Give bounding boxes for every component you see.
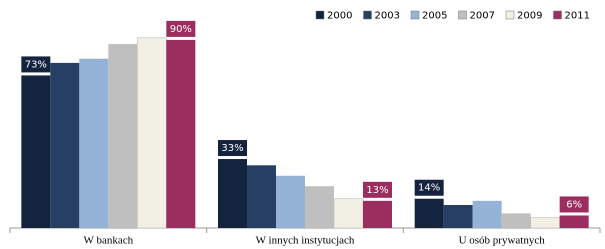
- bar: [443, 205, 473, 228]
- value-label-bg: [21, 56, 51, 73]
- value-label-bg: [363, 181, 392, 198]
- bar: [501, 213, 531, 228]
- legend-label: 2005: [422, 11, 447, 22]
- bar: [472, 200, 502, 228]
- bar: [79, 58, 109, 229]
- legend-swatch: [410, 10, 420, 20]
- legend-swatch: [505, 10, 515, 20]
- x-tick-label: W innych instytucjach: [256, 235, 355, 247]
- value-label: 14%: [418, 183, 440, 194]
- value-label-bg: [166, 20, 196, 37]
- legend-swatch: [315, 10, 325, 20]
- legend-swatch: [363, 10, 372, 20]
- bar: [530, 217, 560, 229]
- value-label: 6%: [566, 199, 582, 210]
- bar: [50, 62, 80, 228]
- bar: [166, 39, 196, 229]
- bar: [247, 165, 276, 228]
- x-tick-label: W bankach: [84, 235, 134, 247]
- bar: [559, 215, 589, 228]
- bar: [305, 186, 334, 228]
- value-label-bg: [559, 196, 589, 213]
- bar: [137, 37, 167, 229]
- bar: [333, 198, 364, 229]
- legend-swatch: [553, 10, 562, 20]
- legend-label: 2000: [327, 11, 352, 22]
- value-label-bg: [414, 179, 444, 196]
- legend-label: 2011: [565, 11, 590, 22]
- value-label: 90%: [170, 24, 192, 35]
- bar: [108, 44, 138, 228]
- bar: [218, 159, 247, 228]
- x-tick-label: U osób prywatnych: [459, 235, 546, 247]
- bar: [414, 198, 444, 228]
- value-label-bg: [218, 140, 247, 157]
- legend-swatch: [458, 10, 467, 20]
- legend-label: 2009: [517, 11, 542, 22]
- value-label: 13%: [366, 185, 388, 196]
- legend-label: 2007: [470, 11, 495, 22]
- legend-label: 2003: [375, 11, 400, 22]
- value-label: 33%: [221, 143, 243, 154]
- bar: [21, 75, 51, 229]
- bar: [276, 175, 305, 228]
- value-label: 73%: [25, 59, 47, 70]
- bar: [363, 200, 392, 228]
